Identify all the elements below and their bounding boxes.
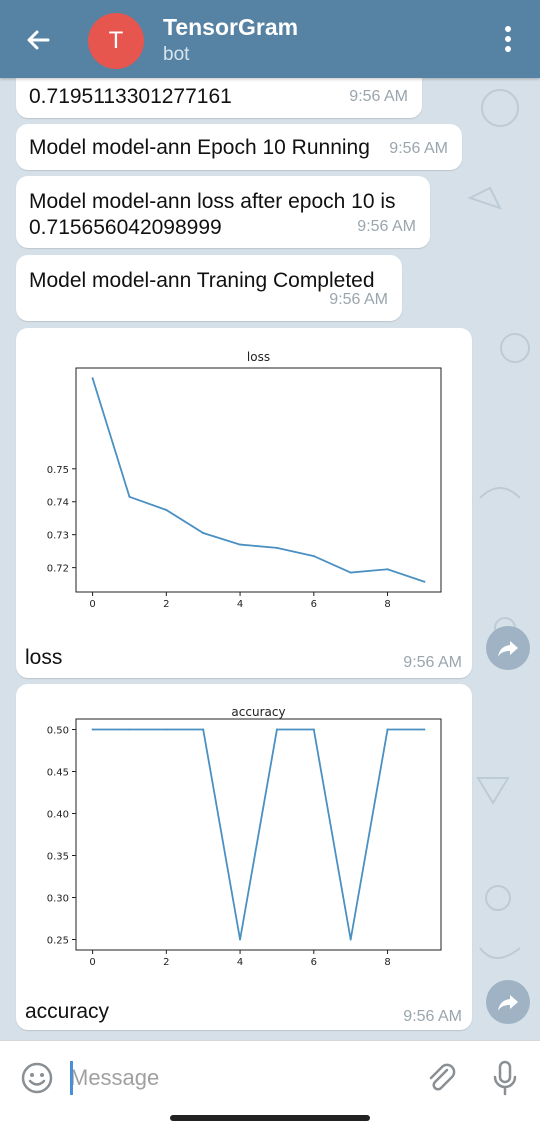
- plot-frame: [75, 718, 442, 951]
- message-text: Model model-ann Epoch 10 Running: [29, 136, 370, 159]
- message-time: 9:56 AM: [389, 140, 448, 157]
- data-point: [349, 571, 352, 574]
- message-input[interactable]: [70, 1059, 400, 1097]
- y-tick-label: 0.40: [47, 810, 69, 821]
- y-tick-label: 0.50: [47, 726, 69, 737]
- data-point: [91, 377, 94, 380]
- y-tick-label: 0.35: [47, 852, 69, 863]
- message-time: 9:56 AM: [403, 1008, 462, 1025]
- avatar[interactable]: T: [88, 13, 144, 69]
- message-time: 9:56 AM: [329, 291, 388, 308]
- image-message-accuracy[interactable]: accuracy 0.25 0.30 0.35 0.40 0.45 0.50 0 2 4 6 8 ac…: [16, 684, 472, 1030]
- chart-title: loss: [247, 350, 270, 364]
- share-arrow-icon: [498, 995, 518, 1011]
- share-arrow-icon: [498, 641, 518, 657]
- chat-subtitle: bot: [163, 44, 190, 65]
- message-bubble[interactable]: Model model-ann Epoch 10 Running 9:56 AM: [16, 124, 462, 170]
- message-time: 9:56 AM: [349, 88, 408, 105]
- more-vertical-icon[interactable]: [496, 22, 520, 56]
- data-point: [386, 568, 389, 571]
- x-tick-label: 4: [237, 957, 243, 968]
- text-cursor: [70, 1061, 73, 1095]
- message-time: 9:56 AM: [357, 218, 416, 235]
- y-tick-label: 0.25: [47, 936, 69, 947]
- x-tick-label: 4: [237, 599, 243, 610]
- data-point: [423, 580, 426, 583]
- series-line: [92, 728, 425, 940]
- accuracy-chart[interactable]: accuracy 0.25 0.30 0.35 0.40 0.45 0.50 0 2 4 6 8: [16, 684, 472, 974]
- message-text: Model model-ann loss after epoch 10 is 0…: [29, 190, 396, 239]
- loss-chart[interactable]: loss 0.72 0.73 0.74 0.75 0 2 4 6 8: [16, 328, 472, 628]
- series-line: [91, 377, 425, 583]
- data-point: [386, 728, 389, 731]
- share-button[interactable]: [486, 626, 530, 670]
- data-point: [128, 495, 131, 498]
- data-point: [202, 532, 205, 535]
- image-caption: loss: [25, 646, 63, 669]
- system-nav-bar: [0, 1112, 540, 1131]
- data-point: [165, 508, 168, 511]
- x-tick-label: 0: [89, 957, 95, 968]
- microphone-icon[interactable]: [490, 1059, 520, 1097]
- plot-frame: [75, 367, 442, 593]
- data-point: [312, 728, 315, 731]
- x-tick-label: 0: [89, 599, 95, 610]
- y-tick-label: 0.73: [47, 531, 69, 542]
- chat-header: T TensorGram bot: [0, 0, 540, 78]
- attach-paperclip-icon[interactable]: [424, 1061, 458, 1095]
- data-point: [239, 543, 242, 546]
- home-indicator[interactable]: [170, 1115, 370, 1121]
- data-point: [312, 555, 315, 558]
- y-tick-label: 0.74: [47, 498, 69, 509]
- data-point: [275, 728, 278, 731]
- share-button[interactable]: [486, 980, 530, 1024]
- x-tick-label: 2: [163, 599, 169, 610]
- message-text: Model model-ann Traning Completed: [29, 269, 375, 292]
- data-point: [423, 728, 426, 731]
- x-tick-label: 6: [311, 957, 317, 968]
- data-point: [128, 728, 131, 731]
- message-time: 9:56 AM: [403, 654, 462, 671]
- image-caption: accuracy: [25, 1000, 110, 1023]
- data-point: [91, 728, 94, 731]
- message-bubble[interactable]: Model model-ann Traning Completed 9:56 A…: [16, 255, 402, 321]
- data-point: [239, 938, 242, 941]
- x-tick-label: 8: [384, 599, 390, 610]
- emoji-icon[interactable]: [20, 1061, 54, 1095]
- x-tick-label: 6: [311, 599, 317, 610]
- message-text: 0.7195113301277161: [29, 85, 232, 108]
- y-tick-label: 0.72: [47, 564, 69, 575]
- y-tick-label: 0.75: [47, 465, 69, 476]
- message-input-bar: [0, 1040, 540, 1112]
- message-bubble[interactable]: 0.7195113301277161 9:56 AM: [16, 78, 422, 118]
- y-tick-label: 0.30: [47, 894, 69, 905]
- x-tick-label: 2: [163, 957, 169, 968]
- data-point: [349, 938, 352, 941]
- data-point: [202, 728, 205, 731]
- chat-title[interactable]: TensorGram: [163, 14, 299, 40]
- chart-title: accuracy: [231, 705, 285, 719]
- back-arrow-icon[interactable]: [22, 24, 54, 56]
- background-doodle-pattern: [467, 89, 530, 959]
- image-message-loss[interactable]: loss 0.72 0.73 0.74 0.75 0 2 4 6 8 loss 9:56 AM: [16, 328, 472, 678]
- y-tick-label: 0.45: [47, 768, 69, 779]
- x-tick-label: 8: [384, 957, 390, 968]
- data-point: [275, 546, 278, 549]
- message-bubble[interactable]: Model model-ann loss after epoch 10 is 0…: [16, 176, 430, 248]
- data-point: [165, 728, 168, 731]
